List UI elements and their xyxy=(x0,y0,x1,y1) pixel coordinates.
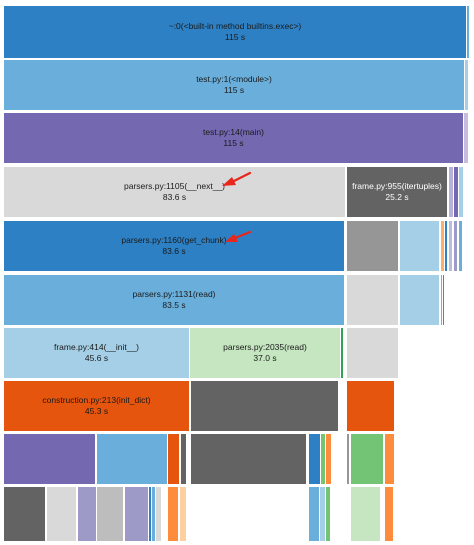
frame-time: 83.6 s xyxy=(162,192,187,202)
frame-init-dict[interactable]: construction.py:213(init_dict) 45.3 s xyxy=(4,381,190,431)
frame-slice[interactable] xyxy=(125,487,149,541)
frame-slice[interactable] xyxy=(191,381,339,431)
frame-slice[interactable] xyxy=(467,6,470,58)
frame-time: 83.5 s xyxy=(162,300,186,310)
frame-slice[interactable] xyxy=(4,487,46,541)
frame-slice[interactable] xyxy=(309,487,320,541)
frame-slice[interactable] xyxy=(449,167,454,217)
frame-parsers-next[interactable]: parsers.py:1105(__next__) 83.6 s xyxy=(4,167,346,217)
frame-slice[interactable] xyxy=(347,328,399,378)
frame-slice[interactable] xyxy=(191,434,307,484)
frame-slice[interactable] xyxy=(351,434,384,484)
frame-slice[interactable] xyxy=(400,275,440,325)
frame-slice[interactable] xyxy=(180,487,187,541)
frame-slice[interactable] xyxy=(4,434,96,484)
frame-label: parsers.py:2035(read) xyxy=(223,342,307,352)
frame-itertuples[interactable]: frame.py:955(itertuples) 25.2 s xyxy=(347,167,448,217)
frame-time: 37.0 s xyxy=(253,353,277,363)
frame-label: parsers.py:1131(read) xyxy=(132,289,216,299)
frame-time: 45.6 s xyxy=(84,353,109,363)
frame-parsers-get-chunk[interactable]: parsers.py:1160(get_chunk) 83.6 s xyxy=(4,221,345,271)
frame-slice[interactable] xyxy=(156,487,162,541)
frame-slice[interactable] xyxy=(347,434,350,484)
frame-time: 115 s xyxy=(223,85,245,95)
frame-slice[interactable] xyxy=(152,487,156,541)
frame-slice[interactable] xyxy=(97,434,168,484)
frame-label: parsers.py:1160(get_chunk) xyxy=(121,235,227,245)
frame-slice[interactable] xyxy=(459,221,463,271)
frame-slice[interactable] xyxy=(78,487,97,541)
frame-slice[interactable] xyxy=(168,434,180,484)
frame-slice[interactable] xyxy=(449,221,453,271)
frame-slice[interactable] xyxy=(385,487,394,541)
frame-time: 25.2 s xyxy=(385,192,409,202)
frame-slice[interactable] xyxy=(454,167,459,217)
frame-test-module[interactable]: test.py:1(<module>) 115 s xyxy=(4,60,465,110)
frame-slice[interactable] xyxy=(320,487,326,541)
frame-slice[interactable] xyxy=(464,113,469,163)
frame-slice[interactable] xyxy=(181,434,187,484)
frame-slice[interactable] xyxy=(465,60,469,110)
frame-slice[interactable] xyxy=(47,487,77,541)
frame-slice[interactable] xyxy=(385,434,395,484)
frame-slice[interactable] xyxy=(347,275,399,325)
frame-parsers-2035-read[interactable]: parsers.py:2035(read) 37.0 s xyxy=(190,328,341,378)
frame-frame-init[interactable]: frame.py:414(__init__) 45.6 s xyxy=(4,328,190,378)
frame-label: test.py:14(main) xyxy=(203,127,264,137)
frame-time: 115 s xyxy=(224,32,246,42)
frame-slice[interactable] xyxy=(347,381,395,431)
frame-slice[interactable] xyxy=(97,487,124,541)
frame-slice[interactable] xyxy=(441,221,445,271)
frame-label: construction.py:213(init_dict) xyxy=(42,395,151,405)
frame-time: 115 s xyxy=(223,138,244,148)
frame-test-main[interactable]: test.py:14(main) 115 s xyxy=(4,113,464,163)
frame-slice[interactable] xyxy=(326,487,331,541)
frame-parsers-read[interactable]: parsers.py:1131(read) 83.5 s xyxy=(4,275,345,325)
frame-slice[interactable] xyxy=(459,167,464,217)
frame-slice[interactable] xyxy=(445,221,448,271)
frame-time: 83.6 s xyxy=(162,246,186,256)
frame-slice[interactable] xyxy=(321,434,326,484)
frame-label: test.py:1(<module>) xyxy=(196,74,272,84)
frame-label: ~:0(<built-in method builtins.exec>) xyxy=(168,21,302,31)
frame-label: frame.py:955(itertuples) xyxy=(352,181,442,191)
frame-slice[interactable] xyxy=(351,487,381,541)
frame-label: frame.py:414(__init__) xyxy=(53,342,140,352)
frame-slice[interactable] xyxy=(341,328,344,378)
frame-time: 45.3 s xyxy=(84,406,109,416)
frame-slice[interactable] xyxy=(454,221,458,271)
frame-slice[interactable] xyxy=(168,487,179,541)
frame-slice[interactable] xyxy=(149,487,152,541)
frame-slice[interactable] xyxy=(347,221,399,271)
frame-slice[interactable] xyxy=(326,434,332,484)
frame-slice[interactable] xyxy=(441,275,443,325)
frame-slice[interactable] xyxy=(309,434,321,484)
frame-slice[interactable] xyxy=(400,221,440,271)
frame-slice[interactable] xyxy=(443,275,445,325)
frame-label: parsers.py:1105(__next__) xyxy=(124,181,225,191)
frame-builtins-exec[interactable]: ~:0(<built-in method builtins.exec>) 115… xyxy=(4,6,467,58)
